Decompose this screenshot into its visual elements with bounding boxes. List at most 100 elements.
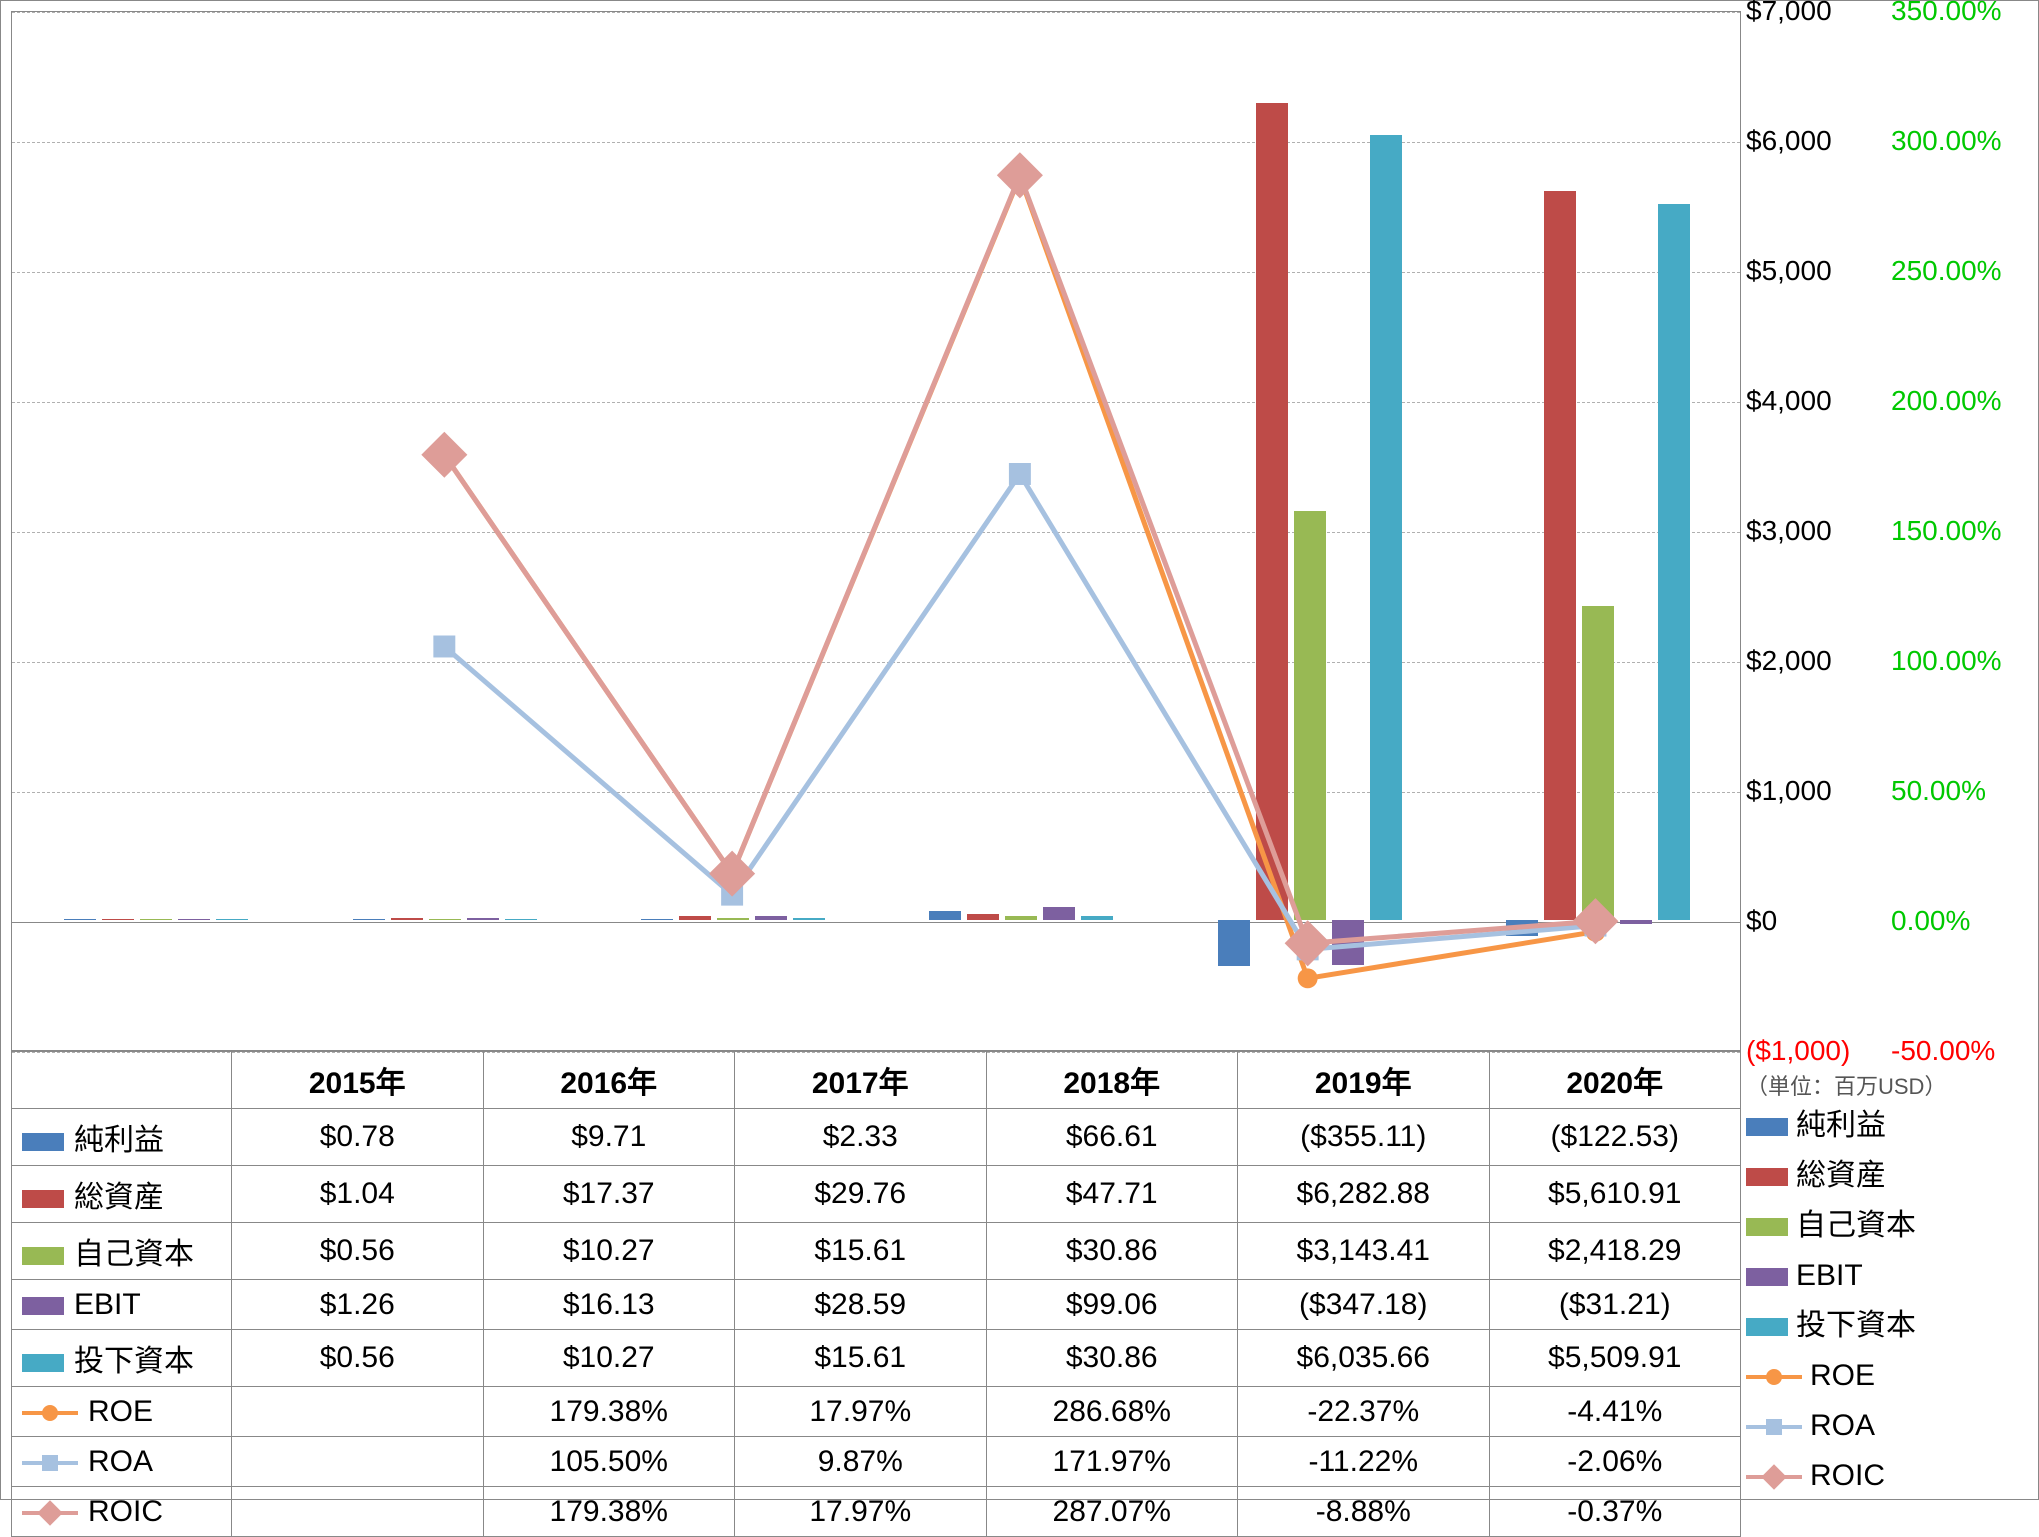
table-cell: $17.37 — [483, 1166, 735, 1223]
table-row: 総資産$1.04$17.37$29.76$47.71$6,282.88$5,61… — [12, 1166, 1741, 1223]
table-row: ROE179.38%17.97%286.68%-22.37%-4.41% — [12, 1387, 1741, 1437]
table-cell: $0.56 — [232, 1223, 484, 1280]
y2-tick-label: 150.00% — [1891, 515, 2002, 547]
legend-item: ROIC — [1746, 1451, 2036, 1501]
table-cell: $2,418.29 — [1489, 1223, 1741, 1280]
bar-net_income — [64, 919, 96, 920]
table-row-label: ROIC — [88, 1495, 163, 1528]
bar-swatch-icon — [22, 1247, 64, 1265]
table-row-header: 純利益 — [12, 1109, 232, 1166]
line-swatch-icon — [1746, 1418, 1802, 1436]
bar-total_assets — [967, 914, 999, 920]
gridline-y1 — [12, 272, 1740, 273]
gridline-y1 — [12, 662, 1740, 663]
data-table: 2015年2016年2017年2018年2019年2020年 純利益$0.78$… — [11, 1051, 1741, 1537]
table-cell: $1.26 — [232, 1280, 484, 1330]
table-cell: 179.38% — [483, 1387, 735, 1437]
marker-roe — [722, 864, 742, 884]
table-cell: 287.07% — [986, 1487, 1238, 1537]
table-cell: $16.13 — [483, 1280, 735, 1330]
table-cell: $9.71 — [483, 1109, 735, 1166]
table-cell: $47.71 — [986, 1166, 1238, 1223]
table-cell: $10.27 — [483, 1330, 735, 1387]
bar-equity — [1294, 511, 1326, 920]
bar-inv_capital — [216, 919, 248, 920]
table-cell — [232, 1437, 484, 1487]
y1-tick-label: $4,000 — [1746, 385, 1832, 417]
marker-roic — [1285, 920, 1331, 966]
line-swatch-icon — [22, 1504, 78, 1522]
bar-equity — [717, 918, 749, 920]
marker-roe — [1298, 968, 1318, 988]
y1-tick-label: ($1,000) — [1746, 1035, 1850, 1067]
table-cell: $99.06 — [986, 1280, 1238, 1330]
table-cell: $6,035.66 — [1238, 1330, 1490, 1387]
marker-roic — [421, 432, 467, 478]
table-cell: 17.97% — [735, 1487, 987, 1537]
table-cell: 179.38% — [483, 1487, 735, 1537]
legend-label: 自己資本 — [1796, 1209, 1916, 1242]
bar-ebit — [178, 919, 210, 920]
gridline-y1 — [12, 402, 1740, 403]
table-col-header: 2019年 — [1238, 1052, 1490, 1109]
y2-tick-label: 300.00% — [1891, 125, 2002, 157]
bar-equity — [429, 919, 461, 920]
table-cell: $28.59 — [735, 1280, 987, 1330]
marker-roic — [997, 152, 1043, 198]
marker-roe — [1010, 166, 1030, 186]
table-cell: ($31.21) — [1489, 1280, 1741, 1330]
table-cell: -11.22% — [1238, 1437, 1490, 1487]
table-row-label: ROA — [88, 1445, 153, 1478]
table-cell: $0.56 — [232, 1330, 484, 1387]
table-row-label: 総資産 — [74, 1181, 164, 1214]
table-cell: 171.97% — [986, 1437, 1238, 1487]
bar-swatch-icon — [22, 1354, 64, 1372]
bar-net_income — [1218, 920, 1250, 966]
line-swatch-icon — [1746, 1368, 1802, 1386]
y1-tick-label: $5,000 — [1746, 255, 1832, 287]
table-cell: ($355.11) — [1238, 1109, 1490, 1166]
zero-line — [12, 922, 1740, 923]
table-row: EBIT$1.26$16.13$28.59$99.06($347.18)($31… — [12, 1280, 1741, 1330]
table-cell: 17.97% — [735, 1387, 987, 1437]
bar-swatch-icon — [22, 1133, 64, 1151]
bar-net_income — [641, 919, 673, 920]
bar-swatch-icon — [1746, 1118, 1788, 1136]
table-cell: $3,143.41 — [1238, 1223, 1490, 1280]
y2-tick-label: 350.00% — [1891, 0, 2002, 27]
bar-inv_capital — [1370, 135, 1402, 920]
table-col-header: 2017年 — [735, 1052, 987, 1109]
y2-tick-label: 100.00% — [1891, 645, 2002, 677]
bar-net_income — [929, 911, 961, 920]
bar-ebit — [1620, 920, 1652, 924]
unit-note: （単位：百万USD） — [1746, 1069, 1946, 1101]
legend-item: ROA — [1746, 1401, 2036, 1451]
marker-roa — [433, 635, 455, 657]
legend-label: 純利益 — [1796, 1109, 1886, 1142]
table-cell: $15.61 — [735, 1330, 987, 1387]
table-cell: ($122.53) — [1489, 1109, 1741, 1166]
gridline-y1 — [12, 12, 1740, 13]
marker-roa — [1009, 463, 1031, 485]
gridline-y1 — [12, 142, 1740, 143]
table-cell: $10.27 — [483, 1223, 735, 1280]
y1-tick-label: $0 — [1746, 905, 1777, 937]
line-swatch-icon — [22, 1404, 78, 1422]
legend-item: 自己資本 — [1746, 1201, 2036, 1251]
bar-inv_capital — [1658, 204, 1690, 920]
table-row-header: ROIC — [12, 1487, 232, 1537]
y1-tick-label: $2,000 — [1746, 645, 1832, 677]
table-cell: $0.78 — [232, 1109, 484, 1166]
marker-roa — [1297, 938, 1319, 960]
bar-swatch-icon — [1746, 1218, 1788, 1236]
legend-label: ROA — [1810, 1409, 1875, 1442]
table-cell — [232, 1387, 484, 1437]
table-cell: 9.87% — [735, 1437, 987, 1487]
bar-inv_capital — [1081, 916, 1113, 920]
table-cell: 286.68% — [986, 1387, 1238, 1437]
marker-roe — [434, 445, 454, 465]
table-cell: -2.06% — [1489, 1437, 1741, 1487]
table-row-header: 自己資本 — [12, 1223, 232, 1280]
table-row-header: 総資産 — [12, 1166, 232, 1223]
table-corner-cell — [12, 1052, 232, 1109]
